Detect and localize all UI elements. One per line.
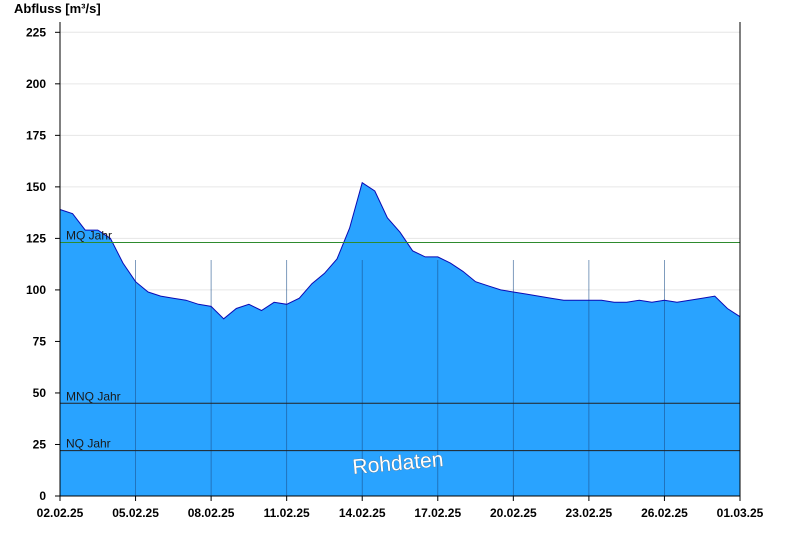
y-tick-label: 25 bbox=[33, 437, 47, 451]
x-tick-label: 14.02.25 bbox=[339, 506, 386, 520]
y-tick-label: 175 bbox=[26, 128, 46, 142]
discharge-area bbox=[60, 182, 740, 496]
y-tick-label: 125 bbox=[26, 231, 46, 245]
x-tick-label: 11.02.25 bbox=[264, 506, 310, 520]
y-tick-label: 100 bbox=[26, 283, 46, 297]
x-tick-label: 20.02.25 bbox=[490, 506, 537, 520]
y-axis-title: Abfluss [m³/s] bbox=[14, 1, 101, 16]
x-tick-label: 05.02.25 bbox=[112, 506, 159, 520]
y-tick-label: 50 bbox=[33, 386, 47, 400]
y-tick-label: 75 bbox=[33, 334, 47, 348]
y-tick-label: 225 bbox=[26, 25, 46, 39]
x-tick-label: 02.02.25 bbox=[37, 506, 84, 520]
reference-line-label: MQ Jahr bbox=[66, 229, 112, 243]
x-tick-label: 23.02.25 bbox=[566, 506, 613, 520]
x-tick-label: 08.02.25 bbox=[188, 506, 235, 520]
x-tick-label: 17.02.25 bbox=[414, 506, 461, 520]
x-ticks: 02.02.25 05.02.25 08.02.25 11.02.25 14.02.25… bbox=[37, 496, 764, 520]
reference-lines: MQ Jahr MNQ Jahr NQ Jahr bbox=[60, 229, 740, 452]
x-tick-label: 01.03.25 bbox=[717, 506, 764, 520]
y-tick-label: 150 bbox=[26, 180, 46, 194]
y-tick-label: 0 bbox=[39, 489, 46, 503]
y-tick-label: 200 bbox=[26, 77, 46, 91]
discharge-line bbox=[59, 181, 741, 320]
y-ticks: 0 25 50 75 100 125 150 175 200 225 bbox=[26, 25, 60, 503]
reference-line-label: MNQ Jahr bbox=[66, 389, 121, 403]
x-tick-label: 26.02.25 bbox=[641, 506, 688, 520]
reference-line-label: NQ Jahr bbox=[66, 437, 111, 451]
vertical-date-lines bbox=[135, 260, 665, 496]
